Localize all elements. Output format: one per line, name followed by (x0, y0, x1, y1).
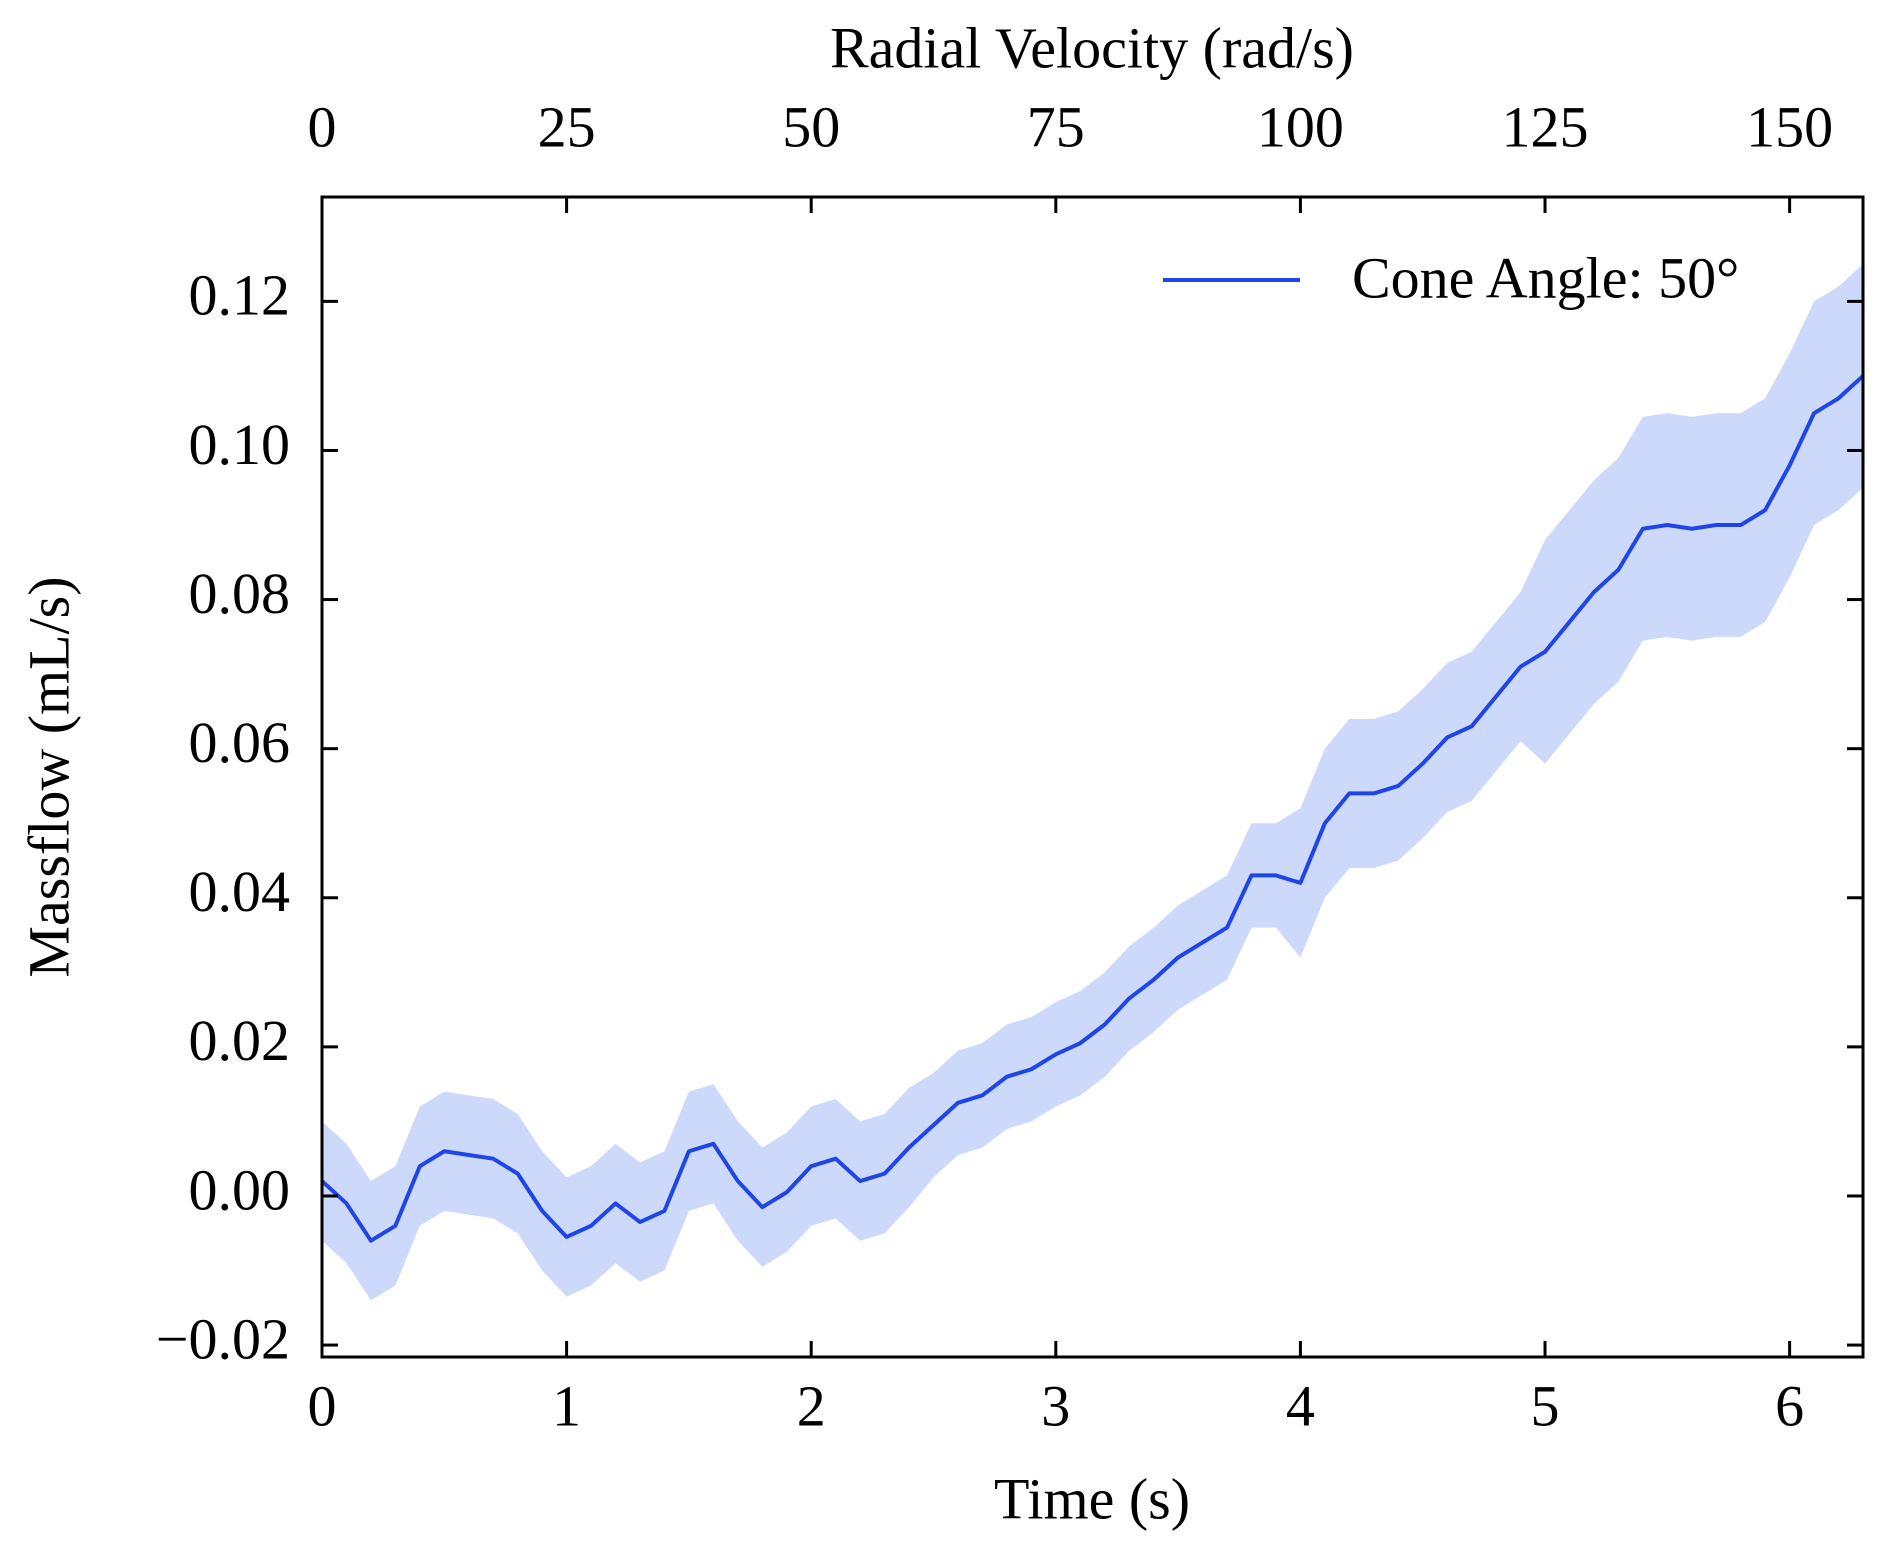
y-tick-label: 0.12 (189, 263, 291, 328)
x-tick-label: 5 (1531, 1373, 1560, 1438)
y-tick-label: −0.02 (156, 1306, 290, 1371)
y-tick-label: 0.08 (189, 561, 291, 626)
plot-frame (320, 195, 1865, 1359)
y-axis-label: Massflow (mL/s) (16, 576, 81, 977)
x2-tick-label: 75 (1027, 94, 1085, 159)
line (322, 374, 1863, 1243)
x2-tick-label: 100 (1257, 94, 1344, 159)
x2-tick-label: 25 (538, 94, 596, 159)
x-tick-label: 0 (308, 1373, 337, 1438)
x2-tick-label: 150 (1746, 94, 1833, 159)
x-tick-label: 4 (1286, 1373, 1315, 1438)
x-tick-label: 6 (1775, 1373, 1804, 1438)
x2-tick-label: 0 (308, 94, 337, 159)
x-tick-label: 1 (552, 1373, 581, 1438)
x2-axis-label: Radial Velocity (rad/s) (830, 15, 1354, 80)
y-tick-label: 0.02 (189, 1008, 291, 1073)
x-axis-label: Time (s) (994, 1466, 1190, 1531)
legend-label: Cone Angle: 50° (1352, 245, 1739, 310)
y-tick-label: 0.06 (189, 710, 291, 775)
x2-tick-label: 50 (782, 94, 840, 159)
x-tick-label: 3 (1041, 1373, 1070, 1438)
y-tick-label: 0.00 (189, 1157, 291, 1222)
x-tick-label: 2 (797, 1373, 826, 1438)
confidence-band (322, 264, 1863, 1301)
y-tick-label: 0.04 (189, 859, 291, 924)
y-tick-label: 0.10 (189, 412, 291, 477)
x2-tick-label: 125 (1502, 94, 1589, 159)
